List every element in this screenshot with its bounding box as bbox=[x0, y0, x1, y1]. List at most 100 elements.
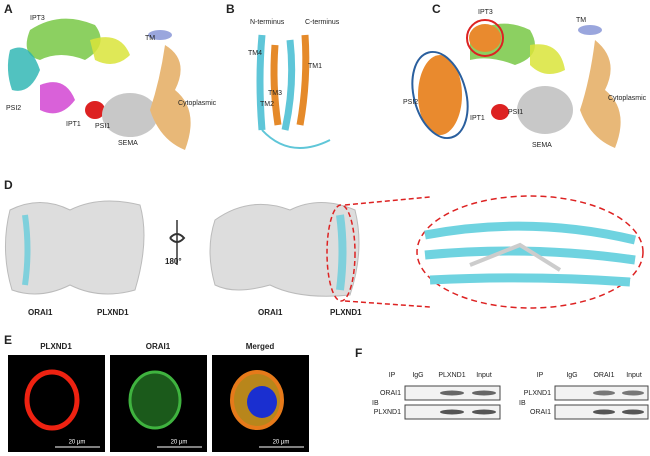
interface bbox=[469, 24, 501, 52]
domain bbox=[530, 44, 565, 74]
cell bbox=[24, 369, 80, 431]
domain-ipt3 bbox=[26, 18, 101, 61]
label: IPT1 bbox=[66, 121, 81, 128]
label: ORAI1 bbox=[28, 308, 53, 317]
domain-cytoplasmic bbox=[150, 45, 191, 150]
band bbox=[440, 390, 464, 396]
label: SEMA bbox=[532, 142, 552, 149]
helix bbox=[336, 214, 347, 291]
label: ORAI1 bbox=[258, 308, 283, 317]
image-title: PLXND1 bbox=[40, 342, 72, 351]
helix bbox=[281, 39, 296, 131]
lane-label: Input bbox=[476, 372, 492, 379]
domain bbox=[580, 40, 621, 148]
interface bbox=[418, 55, 462, 135]
surface bbox=[5, 200, 145, 295]
panel-b-art bbox=[256, 34, 331, 149]
panel-e-art bbox=[8, 355, 309, 452]
panel-letter: A bbox=[4, 2, 13, 16]
ib-label: IB bbox=[519, 400, 526, 407]
panel-c-art bbox=[411, 19, 621, 148]
lane-label: PLXND1 bbox=[438, 372, 465, 379]
label: C-terminus bbox=[305, 19, 340, 26]
band bbox=[472, 390, 496, 396]
band bbox=[622, 390, 644, 396]
label: Cytoplasmic bbox=[178, 100, 217, 107]
label: TM bbox=[576, 17, 586, 24]
ip-label: IP bbox=[537, 372, 544, 379]
domain-ipt1 bbox=[40, 82, 75, 114]
row-label: PLXND1 bbox=[374, 409, 401, 416]
panel-letter: B bbox=[226, 2, 235, 16]
panel-f-art bbox=[404, 385, 649, 420]
panel-letter: E bbox=[4, 333, 12, 347]
band bbox=[472, 409, 496, 415]
scale-label: 20 µm bbox=[69, 440, 86, 446]
domain-sema bbox=[102, 93, 158, 137]
domain bbox=[90, 37, 130, 64]
label: TM3 bbox=[268, 90, 282, 97]
zoom-line bbox=[344, 300, 431, 308]
row-label: ORAI1 bbox=[380, 390, 401, 397]
nucleus bbox=[247, 386, 277, 418]
surface bbox=[209, 202, 360, 297]
label: PLXND1 bbox=[330, 308, 362, 317]
ip-label: IP bbox=[389, 372, 396, 379]
helix bbox=[424, 221, 637, 245]
label: TM1 bbox=[308, 63, 322, 70]
rotate-arrow bbox=[169, 233, 186, 243]
domain-tm bbox=[148, 30, 172, 40]
domain bbox=[517, 86, 573, 134]
lane-label: IgG bbox=[412, 372, 423, 379]
helix bbox=[22, 214, 31, 286]
band bbox=[593, 390, 615, 396]
row-label: ORAI1 bbox=[530, 409, 551, 416]
helix bbox=[270, 44, 282, 126]
label: SEMA bbox=[118, 140, 138, 147]
panel-letter: D bbox=[4, 178, 13, 192]
image-title: ORAI1 bbox=[146, 342, 171, 351]
domain-psi2 bbox=[7, 47, 40, 91]
highlight-ellipse bbox=[411, 50, 469, 140]
panel-a-art bbox=[7, 18, 191, 150]
panel-d-art bbox=[5, 195, 644, 309]
cell bbox=[128, 370, 182, 430]
label: IPT3 bbox=[30, 15, 45, 22]
label: Cytoplasmic bbox=[608, 95, 647, 102]
label: PSI2 bbox=[403, 99, 418, 106]
band bbox=[593, 409, 615, 415]
label: TM4 bbox=[248, 50, 262, 57]
panel-letter: C bbox=[432, 2, 441, 16]
label: 180° bbox=[165, 257, 182, 266]
label: IPT1 bbox=[470, 115, 485, 122]
lane-label: IgG bbox=[566, 372, 577, 379]
label: PSI1 bbox=[508, 109, 523, 116]
label: TM2 bbox=[260, 101, 274, 108]
zoom-ellipse bbox=[326, 204, 356, 302]
domain-psi1 bbox=[85, 101, 105, 119]
scale-label: 20 µm bbox=[273, 440, 290, 446]
label: TM bbox=[145, 35, 155, 42]
label: PSI1 bbox=[95, 123, 110, 130]
helix bbox=[429, 273, 631, 287]
domain bbox=[578, 25, 602, 35]
helix bbox=[256, 34, 266, 131]
image-plxnd1 bbox=[8, 355, 105, 452]
label: PSI2 bbox=[6, 105, 21, 112]
loop bbox=[261, 129, 331, 149]
sheet bbox=[469, 242, 562, 272]
ib-label: IB bbox=[372, 400, 379, 407]
row-label: PLXND1 bbox=[524, 390, 551, 397]
highlight-circle bbox=[466, 19, 504, 57]
panel-letter: F bbox=[355, 346, 362, 360]
scale-label: 20 µm bbox=[171, 440, 188, 446]
image-title: Merged bbox=[246, 342, 275, 351]
helix bbox=[296, 34, 310, 126]
label: IPT3 bbox=[478, 9, 493, 16]
band bbox=[622, 409, 644, 415]
texts: A IPT3 TM PSI2 IPT1 PSI1 SEMA Cytoplasmi… bbox=[4, 2, 647, 445]
domain bbox=[491, 104, 509, 120]
